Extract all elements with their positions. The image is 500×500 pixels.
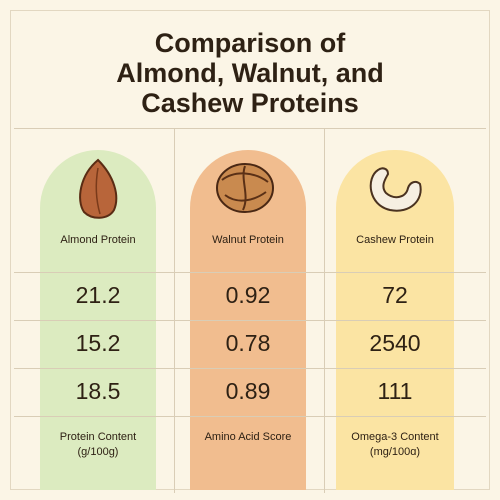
cell-value: 18.5: [75, 378, 121, 404]
column-header: Almond Protein: [60, 234, 136, 246]
cell-value: 72: [382, 282, 408, 308]
cell-value: 0.89: [225, 378, 271, 404]
divider: [174, 128, 175, 493]
row-divider: [14, 272, 486, 273]
cell-value: 0.78: [225, 330, 271, 356]
walnut-icon: [216, 163, 274, 213]
cashew-icon: [369, 167, 422, 212]
row-label: (mg/100ɑ): [369, 446, 421, 458]
title-line: Almond, Walnut, and: [116, 58, 384, 88]
row-label: Protein Content: [59, 431, 137, 443]
title-line: Cashew Proteins: [141, 88, 359, 118]
cell-value: 2540: [369, 330, 421, 356]
row-divider: [14, 320, 486, 321]
cell-value: 111: [377, 378, 413, 404]
divider: [324, 128, 325, 493]
almond-icon: [79, 158, 118, 219]
cell-value: 0.92: [225, 282, 271, 308]
column-header: Cashew Protein: [356, 234, 434, 246]
row-label: Omega-3 Content: [351, 431, 439, 443]
divider: [14, 128, 486, 129]
cell-value: 21.2: [75, 282, 121, 308]
row-divider: [14, 368, 486, 369]
row-label: (g/100g): [77, 446, 119, 458]
row-label: Amino Acid Score: [204, 431, 292, 443]
column-header: Walnut Protein: [212, 234, 284, 246]
cell-value: 15.2: [75, 330, 121, 356]
row-divider: [14, 416, 486, 417]
title-line: Comparison of: [154, 28, 346, 58]
